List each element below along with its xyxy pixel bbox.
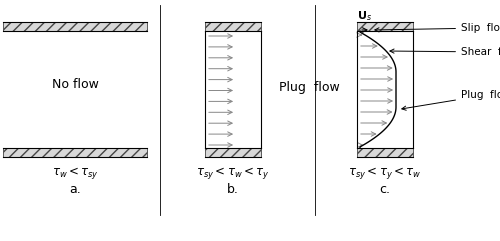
Bar <box>205 22 261 31</box>
Text: Slip  flow: Slip flow <box>375 23 500 33</box>
Text: Plug  flow: Plug flow <box>402 90 500 110</box>
Text: Shear  flow: Shear flow <box>390 47 500 57</box>
Text: b.: b. <box>227 183 239 196</box>
Text: $\mathbf{U}_s$: $\mathbf{U}_s$ <box>358 9 372 23</box>
Bar <box>3 22 147 31</box>
Text: $\tau_{sy} < \tau_y < \tau_w$: $\tau_{sy} < \tau_y < \tau_w$ <box>348 165 422 181</box>
Text: $\tau_w < \tau_{sy}$: $\tau_w < \tau_{sy}$ <box>52 165 98 181</box>
Text: c.: c. <box>380 183 390 196</box>
Text: No flow: No flow <box>52 79 98 92</box>
Bar <box>3 148 147 157</box>
Bar <box>205 148 261 157</box>
Text: $\tau_{sy} < \tau_w < \tau_y$: $\tau_{sy} < \tau_w < \tau_y$ <box>196 165 270 181</box>
Bar <box>357 22 413 31</box>
Text: a.: a. <box>69 183 81 196</box>
Bar <box>357 148 413 157</box>
Text: Plug  flow: Plug flow <box>279 81 340 94</box>
